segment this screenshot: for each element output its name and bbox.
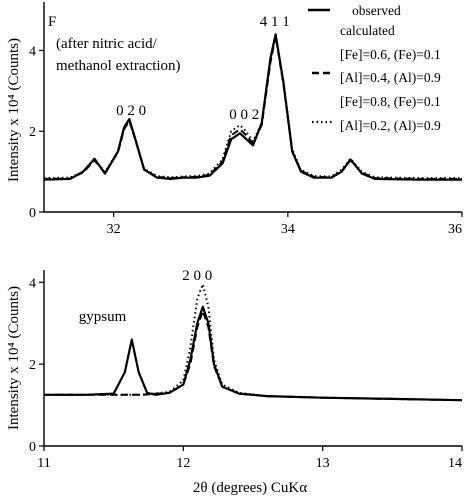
peak-label: gypsum: [79, 309, 127, 325]
peak-label: 2 0 0: [182, 268, 212, 284]
series-line-dotted: [44, 283, 463, 402]
y-axis-title-top: Intensity x 10⁴ (Counts): [6, 38, 22, 182]
x-tick-label: 34: [281, 222, 295, 237]
x-tick-label: 13: [316, 456, 330, 471]
legend-dashed-label-1: [Fe]=0.6, (Fe)=0.1: [340, 47, 441, 62]
y-tick-label: 0: [29, 206, 36, 221]
legend-dotted-label-1: [Fe]=0.8, (Fe)=0.1: [340, 94, 441, 109]
peak-label: 4 1 1: [260, 14, 290, 30]
peak-label: 0 2 0: [116, 103, 146, 119]
peak-label: 0 0 2: [229, 107, 259, 123]
legend-observed-label: observed: [352, 3, 401, 18]
note-line-1: (after nitric acid/: [56, 36, 158, 52]
top-panel: F (after nitric acid/ methanol extractio…: [6, 2, 463, 237]
x-axis-title: 2θ (degrees) CuKα: [193, 480, 307, 496]
note-line-2: methanol extraction): [56, 58, 181, 74]
y-tick-label: 4: [29, 44, 36, 59]
legend-dotted-label-2: [Al]=0.2, (Al)=0.9: [340, 118, 441, 133]
x-tick-label: 12: [176, 456, 190, 471]
x-tick-label: 36: [448, 222, 462, 237]
x-tick-label: 14: [448, 456, 462, 471]
panel-label: F: [48, 14, 56, 30]
y-tick-label: 2: [29, 125, 36, 140]
x-tick-label: 32: [107, 222, 121, 237]
y-tick-label: 4: [29, 276, 36, 291]
series-line-dashed: [44, 309, 463, 402]
x-tick-label: 11: [37, 456, 50, 471]
series-line-dotted: [43, 33, 462, 180]
legend-calculated-label: calculated: [340, 23, 395, 38]
legend-dashed-label-2: [Al]=0.4, (Al)=0.9: [340, 70, 441, 85]
series-line-dashed: [43, 35, 462, 180]
bottom-panel: Intensity x 10⁴ (Counts) 2θ (degrees) Cu…: [6, 268, 463, 496]
y-tick-label: 2: [29, 358, 36, 373]
y-axis-title-bottom: Intensity x 10⁴ (Counts): [6, 286, 22, 430]
legend: observed calculated [Fe]=0.6, (Fe)=0.1 […: [308, 3, 441, 133]
y-tick-label: 0: [29, 440, 36, 455]
